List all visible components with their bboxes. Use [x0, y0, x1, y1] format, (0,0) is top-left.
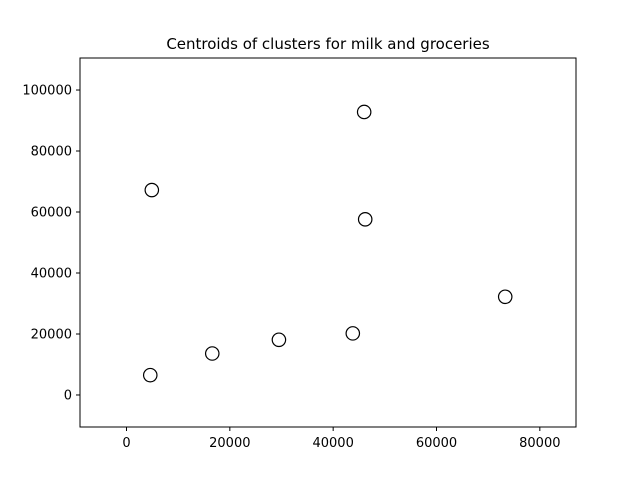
- plot-area-frame: [79, 57, 577, 428]
- chart-title: Centroids of clusters for milk and groce…: [166, 35, 490, 53]
- y-tick-label: 100000: [22, 84, 72, 99]
- data-points: [142, 104, 513, 383]
- data-point: [345, 326, 361, 341]
- x-tick-label: 40000: [312, 436, 353, 451]
- data-point: [204, 346, 220, 361]
- y-tick-label: 0: [64, 388, 72, 403]
- y-tick-label: 40000: [31, 266, 72, 281]
- y-tick-label: 60000: [31, 206, 72, 221]
- data-point: [144, 182, 160, 198]
- y-tick-label: 80000: [31, 145, 72, 160]
- data-point: [142, 367, 158, 383]
- x-tick-label: 60000: [416, 436, 457, 451]
- x-tick-label: 20000: [209, 436, 250, 451]
- x-tick-label: 80000: [519, 436, 560, 451]
- data-point: [271, 332, 287, 348]
- y-axis: 0 20000 40000 60000 80000 100000: [22, 84, 80, 403]
- x-tick-label: 0: [122, 436, 130, 451]
- data-point: [497, 289, 513, 305]
- data-point: [357, 212, 373, 227]
- y-tick-label: 20000: [31, 327, 72, 342]
- x-axis: 0 20000 40000 60000 80000: [122, 427, 561, 451]
- data-point: [356, 104, 372, 120]
